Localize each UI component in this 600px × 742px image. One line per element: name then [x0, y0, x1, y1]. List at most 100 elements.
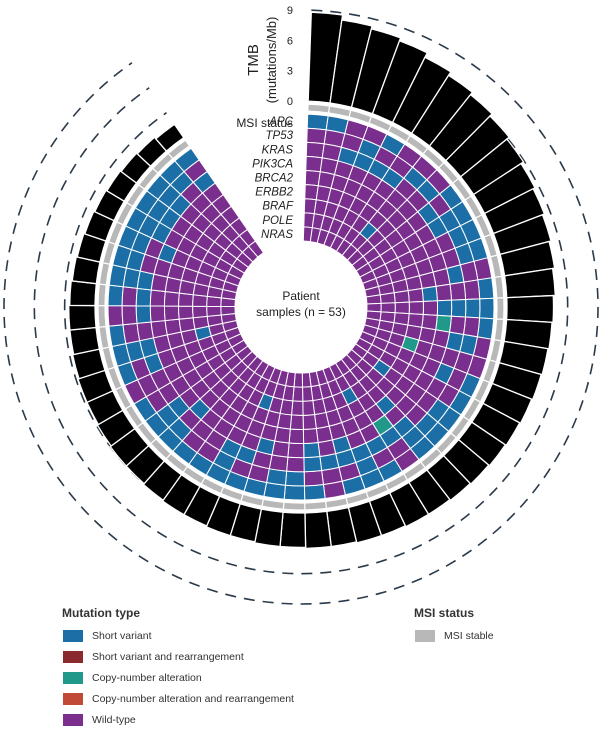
mutation-cell [289, 414, 304, 430]
label-group: TMB (mutations/Mb) 9 6 3 0 MSI status APC TP… [236, 5, 346, 319]
mutation-cell [464, 298, 481, 319]
mutation-cell [303, 483, 326, 501]
legend-item: Wild-type [62, 710, 294, 730]
tmb-bar-group [68, 11, 556, 550]
mutation-cell [301, 371, 312, 388]
mutation-cell [365, 294, 382, 305]
mutation-cell [393, 290, 410, 304]
center-label-line2: samples (n = 53) [256, 305, 346, 319]
gene-label: TP53 [266, 130, 294, 142]
mutation-cell [304, 170, 321, 187]
legend-item: MSI stable [414, 626, 494, 646]
mutation-cell [448, 315, 466, 336]
mutation-cell [178, 317, 196, 333]
mutation-cell [366, 302, 382, 313]
gene-label: BRAF [262, 201, 294, 213]
mutation-cell [283, 484, 306, 501]
mutation-cell [435, 283, 453, 302]
mutation-cell [379, 292, 396, 304]
mutation-legend-title: Mutation type [62, 606, 140, 620]
mutation-cell [407, 287, 424, 303]
legend-item: Short variant and rearrangement [62, 647, 294, 667]
mutation-cell [291, 400, 304, 416]
mutation-cell [286, 456, 305, 473]
tmb-bar [505, 294, 555, 324]
msi-cell [495, 297, 505, 321]
msi-track-group [97, 103, 505, 511]
msi-cell [488, 338, 502, 363]
mutation-cell [408, 300, 424, 316]
legend-item: Short variant [62, 626, 294, 646]
mutation-cell [150, 320, 168, 339]
mutation-cell [305, 141, 325, 159]
mutation-cell [149, 305, 166, 323]
mutation-cell [305, 155, 323, 173]
mutation-cell [163, 305, 180, 322]
tmb-bar [68, 304, 97, 331]
mutation-cell [314, 411, 330, 430]
mutation-cell [302, 385, 314, 402]
msi-status-legend: MSI status MSI stable [414, 606, 494, 647]
mutation-legend-items: Short variant Short variant and rearrange… [62, 626, 294, 730]
mutation-cell [303, 455, 323, 473]
tmb-bar [279, 511, 307, 549]
gene-label: PIK3CA [252, 158, 293, 170]
tmb-gridline [33, 39, 569, 575]
tmb-tick-label: 9 [287, 5, 293, 17]
legend-swatch [62, 671, 84, 685]
msi-cell [493, 318, 505, 342]
legend-label: Copy-number alteration and rearrangement [92, 693, 294, 705]
msi-cell [98, 325, 110, 350]
mutation-cell [435, 314, 452, 333]
tmb-bar [69, 280, 98, 307]
msi-track-label: MSI status [236, 116, 293, 130]
mutation-cell [479, 297, 495, 320]
tmb-tick-group: 9 6 3 0 [287, 5, 293, 108]
tmb-gridline [3, 9, 599, 605]
mutation-cell [220, 305, 236, 316]
msi-cell [97, 283, 107, 307]
legend-label: Copy-number alteration [92, 672, 202, 684]
mutation-cell [163, 290, 180, 307]
mutation-cell [450, 299, 467, 318]
mutation-cell [463, 279, 481, 301]
mutation-cell [192, 315, 210, 330]
mutation-cell [178, 292, 194, 307]
legend-swatch [414, 629, 436, 643]
mutation-cell [449, 281, 467, 301]
msi-cell [494, 275, 505, 299]
gene-label: NRAS [261, 229, 293, 241]
legend-swatch [62, 713, 84, 727]
mutation-type-legend: Mutation type Short variant Short variant… [62, 606, 294, 731]
msi-legend-items: MSI stable [414, 626, 494, 646]
tmb-tick-label: 3 [287, 66, 293, 78]
mutation-cell [135, 287, 152, 307]
legend-item: Copy-number alteration [62, 668, 294, 688]
legend-swatch [62, 650, 84, 664]
msi-cell [97, 304, 107, 328]
mutation-cell [247, 240, 265, 258]
legend-swatch [62, 692, 84, 706]
mutation-cell [303, 469, 324, 487]
mutation-cell [107, 284, 124, 307]
mutation-cell [302, 413, 317, 430]
mutation-cell [380, 302, 396, 314]
legend-label: Short variant and rearrangement [92, 651, 244, 663]
mutation-cell [192, 305, 208, 319]
tmb-tick-label: 0 [287, 96, 293, 108]
mutation-cell [394, 301, 410, 315]
gene-label: BRCA2 [255, 173, 294, 185]
mutation-cell [422, 300, 439, 316]
msi-cell [98, 262, 111, 286]
msi-cell [324, 497, 349, 510]
mutation-cell [303, 441, 321, 459]
gene-label-group: APC TP53 KRAS PIK3CA BRCA2 ERBB2 BRAF POLE NRAS [252, 116, 294, 241]
gene-label: ERBB2 [255, 187, 293, 199]
mutation-cell [287, 442, 305, 459]
mutation-grid-group [107, 113, 495, 501]
mutation-cell [306, 113, 329, 131]
legend-item: Copy-number alteration and rearrangement [62, 689, 294, 709]
mutation-cell [178, 305, 194, 320]
